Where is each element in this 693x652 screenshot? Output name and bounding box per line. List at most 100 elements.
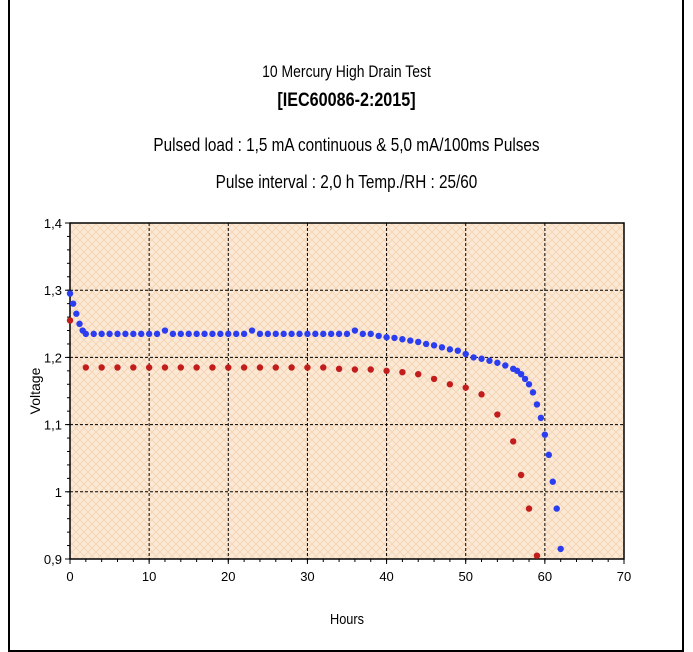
continuous-point — [454, 347, 461, 354]
continuous-point — [343, 330, 351, 338]
x-tick-label: 10 — [142, 569, 156, 584]
x-tick-label: 50 — [458, 569, 472, 584]
y-tick-label: 1,1 — [44, 418, 62, 433]
pulse-point — [288, 364, 295, 371]
continuous-point — [193, 330, 200, 338]
continuous-point — [248, 327, 256, 334]
continuous-point — [391, 334, 398, 342]
continuous-point — [557, 545, 564, 553]
continuous-point — [438, 344, 446, 351]
continuous-point — [399, 336, 406, 343]
frame-left-line — [8, 0, 10, 652]
pulse-point — [399, 368, 406, 376]
continuous-point — [145, 330, 153, 338]
x-axis-label: Hours — [330, 610, 364, 627]
y-tick-label: 1,3 — [44, 283, 62, 298]
continuous-point — [367, 330, 374, 338]
pulse-point — [98, 364, 105, 371]
continuous-point — [335, 330, 343, 338]
continuous-point — [153, 330, 161, 338]
pulse-point — [161, 364, 169, 371]
pulse-point — [304, 364, 311, 371]
pulse-point — [177, 364, 184, 371]
continuous-point — [106, 330, 113, 338]
y-tick-label: 1 — [55, 485, 62, 500]
continuous-point — [351, 327, 359, 334]
x-tick-label: 20 — [221, 569, 235, 584]
chart-subtitle-standard: [IEC60086-2:2015] — [277, 90, 416, 111]
continuous-point — [494, 359, 501, 366]
pulse-point — [383, 367, 390, 375]
continuous-point — [533, 401, 541, 408]
pulse-point — [335, 365, 343, 373]
continuous-point — [288, 330, 295, 338]
frame-right-line — [682, 0, 684, 652]
axis-ticks — [65, 222, 625, 564]
pulse-point — [66, 317, 74, 324]
y-axis-label: Voltage — [27, 367, 43, 414]
continuous-point — [264, 330, 272, 338]
chart-subtitle-interval: Pulse interval : 2,0 h Temp./RH : 25/60 — [215, 172, 478, 192]
pulse-point — [462, 384, 469, 391]
pulse-point — [351, 366, 359, 373]
x-tick-label: 30 — [300, 569, 314, 584]
continuous-point — [553, 505, 560, 512]
continuous-point — [69, 300, 77, 307]
continuous-point — [256, 330, 264, 338]
pulse-point — [510, 438, 517, 445]
continuous-point — [517, 371, 525, 378]
pulse-point — [415, 371, 422, 378]
continuous-point — [537, 414, 545, 422]
y-tick-label: 1,4 — [44, 216, 62, 231]
continuous-point — [462, 350, 469, 358]
continuous-point — [161, 327, 169, 334]
pulse-point — [533, 552, 541, 559]
continuous-point — [545, 451, 553, 459]
continuous-point — [383, 334, 390, 341]
continuous-point — [486, 357, 493, 364]
continuous-point — [280, 330, 287, 338]
continuous-point — [233, 330, 240, 338]
chart-title: 10 Mercury High Drain Test — [262, 62, 431, 81]
continuous-point — [98, 330, 105, 338]
chart-subtitle-load: Pulsed load : 1,5 mA continuous & 5,0 mA… — [153, 135, 540, 155]
pulse-point — [130, 364, 137, 371]
pulse-point — [367, 366, 374, 373]
pulse-point — [478, 391, 485, 398]
pulse-point — [225, 364, 232, 371]
continuous-point — [209, 330, 216, 338]
continuous-point — [66, 290, 74, 297]
x-tick-label: 70 — [617, 569, 631, 584]
continuous-point — [320, 330, 327, 338]
continuous-point — [73, 310, 80, 317]
continuous-point — [185, 330, 192, 338]
pulse-point — [209, 364, 216, 371]
plot-border — [69, 222, 625, 560]
continuous-point — [76, 320, 83, 327]
continuous-point — [304, 330, 311, 338]
y-tick-labels: 0,9 1 1,1 1,2 1,3 1,4 — [44, 216, 62, 567]
continuous-point — [478, 355, 485, 362]
continuous-point — [375, 332, 382, 340]
continuous-point — [169, 330, 177, 338]
grid-lines — [70, 223, 624, 559]
continuous-point — [327, 330, 335, 338]
x-tick-label: 60 — [538, 569, 552, 584]
pulse-point — [446, 381, 454, 388]
pulse-point — [256, 364, 264, 371]
continuous-point — [114, 330, 121, 338]
continuous-point — [130, 330, 137, 338]
pulse-point — [272, 364, 279, 371]
continuous-point — [525, 381, 533, 388]
continuous-point — [296, 330, 303, 338]
continuous-point — [122, 330, 129, 338]
continuous-point — [549, 478, 556, 485]
pulse-point — [525, 505, 533, 512]
pulse-point — [114, 364, 121, 371]
continuous-point — [272, 330, 279, 338]
pulse-point — [82, 364, 90, 371]
pulse-point — [193, 364, 200, 371]
y-tick-label: 1,2 — [44, 350, 62, 365]
continuous-point — [407, 337, 414, 344]
